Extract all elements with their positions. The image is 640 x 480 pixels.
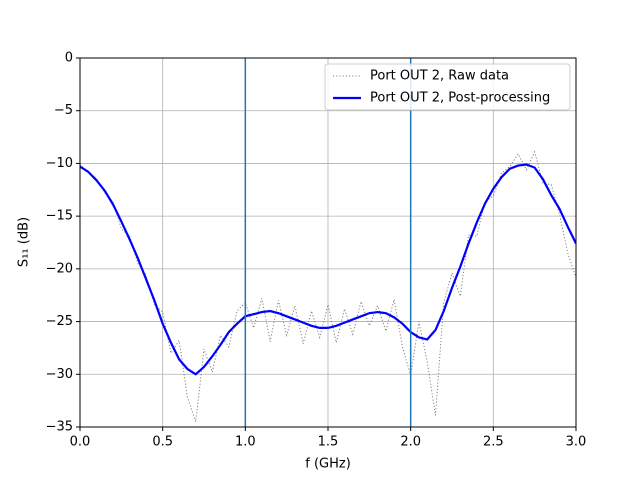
- x-tick-label: 2.5: [483, 435, 504, 450]
- x-tick-label: 2.0: [400, 435, 421, 450]
- y-tick-label: −5: [54, 103, 73, 118]
- legend-box: [324, 63, 571, 111]
- x-tick-label: 0.5: [152, 435, 173, 450]
- y-tick-label: −10: [46, 156, 73, 171]
- y-axis-label: S₁₁ (dB): [17, 217, 32, 267]
- y-tick-label: 0: [65, 51, 73, 66]
- y-tick-label: −25: [46, 314, 73, 329]
- y-tick-label: −20: [46, 261, 73, 276]
- legend: Port OUT 2, Raw data Port OUT 2, Post-pro…: [324, 63, 571, 111]
- y-tick-label: −15: [46, 209, 73, 224]
- x-tick-label: 1.0: [235, 435, 256, 450]
- x-tick-label: 1.5: [318, 435, 339, 450]
- x-tick-label: 3.0: [566, 435, 587, 450]
- x-axis-label: f (GHz): [305, 457, 351, 472]
- plot-frame: [79, 57, 577, 428]
- x-tick-label: 0.0: [70, 435, 91, 450]
- series-line: [80, 163, 576, 376]
- y-tick-label: −30: [46, 367, 73, 382]
- legend-label: Port OUT 2, Post-processing: [370, 91, 550, 106]
- legend-label: Port OUT 2, Raw data: [370, 69, 509, 84]
- y-tick-label: −35: [46, 420, 73, 435]
